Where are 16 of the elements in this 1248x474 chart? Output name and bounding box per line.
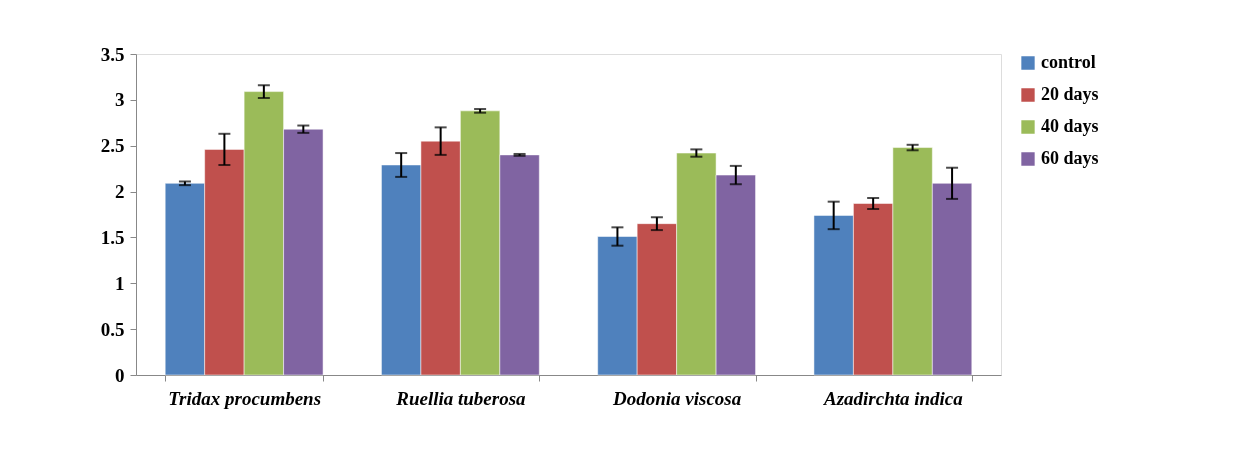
y-tick-label: 0 bbox=[115, 364, 125, 386]
y-tick-label: 2.5 bbox=[100, 135, 125, 157]
legend-label: 60 days bbox=[1041, 148, 1099, 168]
legend-label: 20 days bbox=[1041, 84, 1099, 104]
y-tick-label: 1.5 bbox=[100, 226, 125, 248]
y-tick-label: 0.5 bbox=[100, 318, 125, 340]
legend-label: control bbox=[1041, 52, 1096, 72]
y-tick-label: 3.5 bbox=[100, 43, 125, 65]
y-tick-label: 1 bbox=[115, 272, 125, 294]
x-tick-label: Tridax procumbens bbox=[168, 387, 322, 409]
x-tick-label: Dodonia viscosa bbox=[612, 387, 742, 409]
y-tick-label: 3 bbox=[115, 89, 125, 111]
y-tick-label: 2 bbox=[115, 181, 125, 203]
legend-label: 40 days bbox=[1041, 116, 1099, 136]
x-tick-label: Azadirchta indica bbox=[822, 387, 964, 409]
x-tick-label: Ruellia tuberosa bbox=[395, 387, 527, 409]
